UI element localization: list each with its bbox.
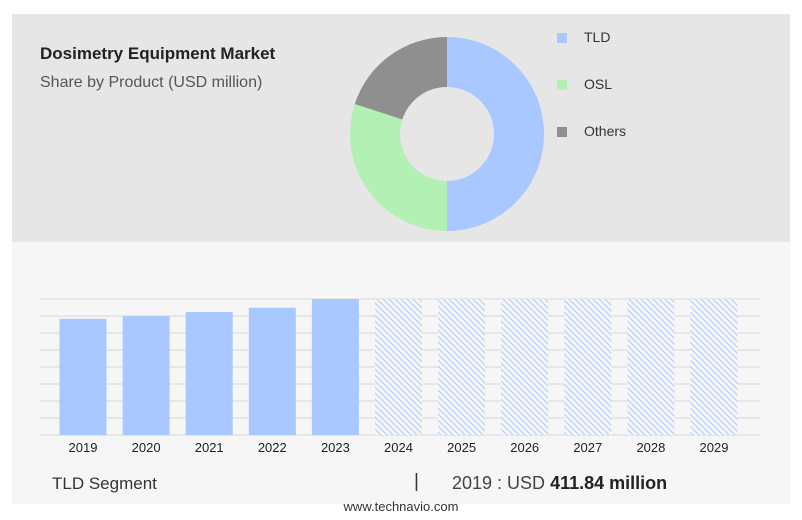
- value-highlight: 411.84 million: [550, 473, 668, 493]
- forecast-bar-2028[interactable]: [627, 299, 675, 435]
- x-tick-2027: 2027: [573, 440, 602, 455]
- x-tick-2029: 2029: [700, 440, 729, 455]
- legend-swatch: [557, 33, 567, 43]
- x-tick-2024: 2024: [384, 440, 413, 455]
- chart-subtitle: Share by Product (USD million): [40, 74, 263, 91]
- bar-chart: 2019 2020 2021 2022 2023 2024 2025 2026 2027 2028…: [40, 298, 760, 455]
- legend-swatch: [557, 80, 567, 90]
- value-readout: 2019 : USD 411.84 million: [452, 473, 667, 494]
- forecast-bar-2024[interactable]: [375, 299, 422, 435]
- chart-title: Dosimetry Equipment Market: [40, 44, 276, 63]
- legend-label: OSL: [584, 76, 613, 92]
- x-tick-2021: 2021: [195, 440, 224, 455]
- forecast-bar-2029[interactable]: [690, 299, 738, 435]
- donut-chart: [349, 36, 544, 231]
- x-tick-2022: 2022: [258, 440, 287, 455]
- x-tick-2025: 2025: [447, 440, 476, 455]
- donut-slice-tld[interactable]: [447, 37, 544, 231]
- legend-swatch: [557, 127, 567, 137]
- bar-2020[interactable]: [122, 316, 170, 435]
- source-link[interactable]: www.technavio.com: [343, 499, 459, 514]
- forecast-bar-2025[interactable]: [438, 299, 486, 435]
- donut-slice-others[interactable]: [354, 36, 447, 120]
- segment-label: TLD Segment: [52, 474, 157, 493]
- bar-2023[interactable]: [311, 299, 359, 435]
- divider: |: [414, 471, 419, 492]
- legend-label: Others: [584, 123, 627, 139]
- x-tick-2026: 2026: [510, 440, 539, 455]
- legend-label: TLD: [584, 29, 611, 45]
- donut-slice-osl[interactable]: [349, 104, 447, 231]
- bar-2019[interactable]: [59, 318, 107, 435]
- forecast-bar-2027[interactable]: [564, 299, 612, 435]
- bar-2021[interactable]: [185, 311, 233, 435]
- x-tick-2020: 2020: [132, 440, 161, 455]
- bar-2022[interactable]: [248, 307, 296, 435]
- value-prefix: 2019 : USD: [452, 473, 546, 493]
- x-tick-2023: 2023: [321, 440, 350, 455]
- forecast-bar-2026[interactable]: [501, 299, 549, 435]
- x-tick-2028: 2028: [636, 440, 665, 455]
- x-tick-2019: 2019: [69, 440, 98, 455]
